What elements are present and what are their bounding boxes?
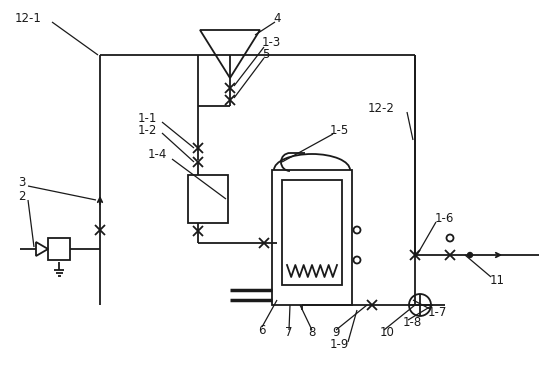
Text: 1-9: 1-9 <box>330 339 349 351</box>
Circle shape <box>467 252 473 258</box>
Text: 1-3: 1-3 <box>262 36 281 50</box>
Text: 7: 7 <box>285 326 293 340</box>
Text: 1-6: 1-6 <box>435 212 454 224</box>
Text: 8: 8 <box>308 326 315 340</box>
Text: 6: 6 <box>258 323 266 336</box>
Text: 9: 9 <box>332 326 340 340</box>
Bar <box>48 238 70 260</box>
Text: 2: 2 <box>18 190 25 202</box>
Text: 4: 4 <box>273 11 280 25</box>
Bar <box>188 175 228 223</box>
Bar <box>282 180 342 285</box>
Text: 1-2: 1-2 <box>138 124 157 137</box>
Text: 5: 5 <box>262 49 270 61</box>
Text: 1-1: 1-1 <box>138 112 157 124</box>
Text: 3: 3 <box>18 176 25 188</box>
Text: 1-8: 1-8 <box>403 316 422 329</box>
Text: 12-2: 12-2 <box>368 102 395 114</box>
Text: 1-7: 1-7 <box>428 305 447 318</box>
Text: 10: 10 <box>380 326 395 340</box>
Text: 11: 11 <box>490 273 505 287</box>
Bar <box>272 170 352 305</box>
Text: 1-4: 1-4 <box>148 149 168 162</box>
Text: 12-1: 12-1 <box>15 11 42 25</box>
Text: 1-5: 1-5 <box>330 124 349 137</box>
